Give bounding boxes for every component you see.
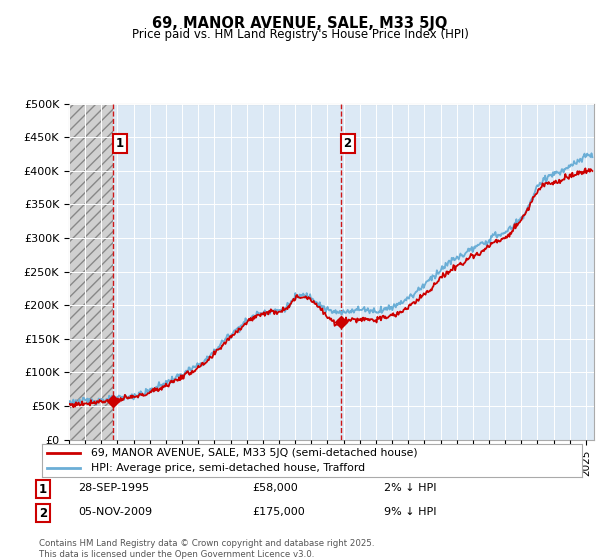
Text: Price paid vs. HM Land Registry's House Price Index (HPI): Price paid vs. HM Land Registry's House … (131, 28, 469, 41)
Text: 9% ↓ HPI: 9% ↓ HPI (384, 507, 437, 517)
Text: 69, MANOR AVENUE, SALE, M33 5JQ (semi-detached house): 69, MANOR AVENUE, SALE, M33 5JQ (semi-de… (91, 448, 417, 458)
Text: £175,000: £175,000 (252, 507, 305, 517)
Text: 2% ↓ HPI: 2% ↓ HPI (384, 483, 437, 493)
Text: 69, MANOR AVENUE, SALE, M33 5JQ: 69, MANOR AVENUE, SALE, M33 5JQ (152, 16, 448, 31)
Text: 28-SEP-1995: 28-SEP-1995 (78, 483, 149, 493)
Text: 2: 2 (39, 507, 47, 520)
Text: 1: 1 (39, 483, 47, 496)
Bar (69, 104, 113, 440)
Text: 05-NOV-2009: 05-NOV-2009 (78, 507, 152, 517)
Text: 2: 2 (343, 137, 352, 150)
Text: 1: 1 (116, 137, 124, 150)
Text: £58,000: £58,000 (252, 483, 298, 493)
Text: Contains HM Land Registry data © Crown copyright and database right 2025.
This d: Contains HM Land Registry data © Crown c… (39, 539, 374, 559)
Text: HPI: Average price, semi-detached house, Trafford: HPI: Average price, semi-detached house,… (91, 463, 365, 473)
